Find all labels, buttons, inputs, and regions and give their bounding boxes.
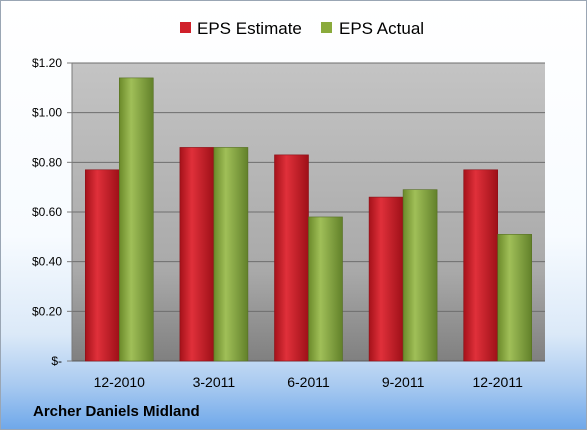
bar-eps-estimate	[368, 196, 404, 362]
x-category-label: 6-2011	[287, 374, 330, 390]
bar-eps-estimate	[85, 169, 120, 362]
bar-eps-actual	[497, 234, 533, 362]
legend-label-estimate: EPS Estimate	[197, 19, 302, 38]
legend: EPS Estimate EPS Actual	[180, 19, 424, 38]
bars	[85, 77, 533, 362]
x-category-label: 12-2010	[94, 374, 146, 390]
company-name: Archer Daniels Midland	[33, 403, 200, 420]
y-tick-label: $1.00	[32, 106, 62, 120]
y-tick-label: $0.40	[32, 255, 62, 269]
legend-swatch-actual	[321, 22, 332, 33]
bar-eps-actual	[119, 77, 154, 362]
y-tick-label: $0.20	[32, 304, 62, 318]
x-category-label: 3-2011	[193, 374, 236, 390]
bar-eps-estimate	[179, 147, 215, 362]
y-axis-ticks: $- $0.20 $0.40 $0.60 $0.80 $1.00 $1.20	[32, 56, 73, 368]
bar-eps-actual	[213, 147, 249, 362]
legend-label-actual: EPS Actual	[339, 19, 424, 38]
x-category-label: 12-2011	[473, 374, 524, 390]
bar-eps-estimate	[463, 169, 499, 362]
y-tick-label: $0.60	[32, 205, 62, 219]
y-tick-label: $-	[51, 354, 62, 368]
bar-eps-actual	[308, 216, 343, 362]
bar-eps-actual	[402, 189, 438, 362]
x-axis-categories: 12-2010 3-2011 6-2011 9-2011 12-2011	[94, 374, 523, 390]
y-tick-label: $0.80	[32, 155, 62, 169]
legend-swatch-estimate	[180, 22, 191, 33]
bar-eps-estimate	[274, 154, 309, 362]
y-tick-label: $1.20	[32, 56, 62, 70]
x-category-label: 9-2011	[382, 374, 425, 390]
